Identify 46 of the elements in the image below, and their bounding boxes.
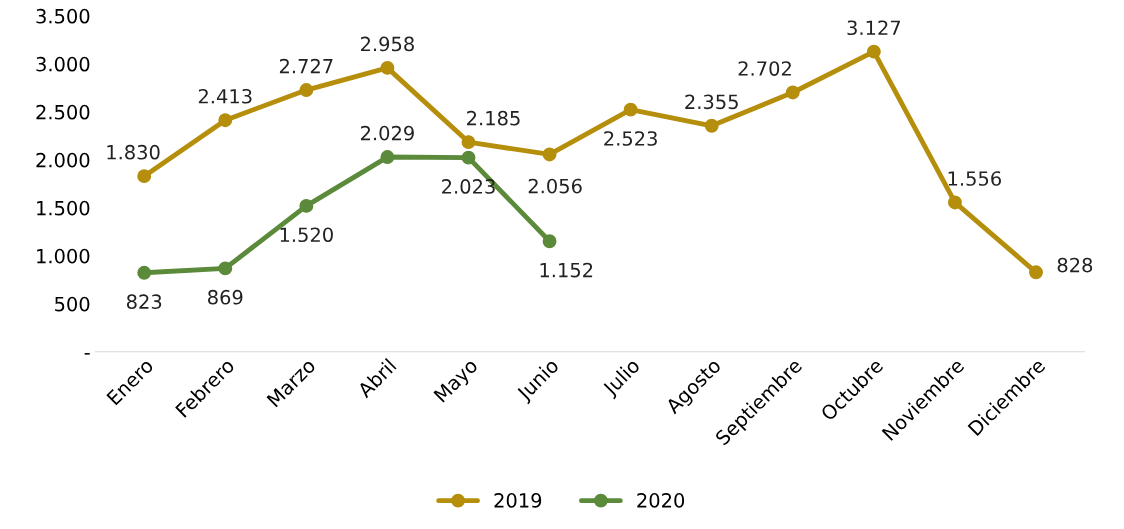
point bbox=[623, 102, 638, 117]
y-tick-label: 3.000 bbox=[36, 56, 90, 72]
y-tick-label: 500 bbox=[55, 296, 90, 312]
data-label: 828 bbox=[1057, 257, 1093, 273]
point bbox=[299, 83, 314, 98]
legend-label: 2020 bbox=[637, 493, 685, 508]
data-label: 3.127 bbox=[847, 20, 901, 36]
data-label: 2.958 bbox=[361, 36, 414, 52]
data-label: 2.523 bbox=[604, 131, 657, 146]
point bbox=[380, 150, 395, 164]
y-tick-label: 2.500 bbox=[36, 104, 90, 120]
data-label: 2.413 bbox=[198, 88, 252, 104]
point bbox=[1029, 265, 1043, 280]
point bbox=[785, 85, 800, 100]
point bbox=[866, 44, 881, 59]
y-tick-label: 2.000 bbox=[36, 152, 90, 168]
y-tick-label: 1.000 bbox=[37, 248, 90, 264]
point bbox=[218, 261, 233, 276]
data-label: 823 bbox=[126, 294, 162, 309]
point bbox=[299, 198, 314, 213]
legend-label: 2019 bbox=[494, 493, 542, 508]
point bbox=[461, 150, 476, 165]
data-label: 2.056 bbox=[528, 178, 582, 194]
point bbox=[542, 234, 557, 249]
point bbox=[542, 147, 557, 162]
point bbox=[137, 169, 152, 184]
y-tick-label: 1.500 bbox=[37, 200, 90, 216]
data-label: 869 bbox=[208, 289, 243, 305]
point bbox=[947, 195, 962, 210]
y-tick-label: 3.500 bbox=[36, 8, 90, 24]
point bbox=[704, 118, 719, 133]
data-label: 2.702 bbox=[738, 61, 791, 76]
data-label: 2.029 bbox=[361, 125, 414, 141]
data-label: 2.023 bbox=[442, 179, 495, 194]
data-label: 1.830 bbox=[107, 144, 160, 160]
point bbox=[218, 113, 233, 128]
data-label: 1.520 bbox=[280, 227, 333, 243]
point bbox=[461, 135, 476, 150]
data-label: 2.727 bbox=[279, 58, 333, 74]
data-label: 2.355 bbox=[685, 94, 738, 110]
data-label: 1.556 bbox=[948, 171, 1001, 186]
point bbox=[137, 265, 152, 280]
data-label: 1.152 bbox=[540, 262, 593, 278]
point bbox=[380, 60, 395, 75]
y-tick-label: - bbox=[84, 353, 90, 355]
data-label: 2.185 bbox=[467, 110, 520, 126]
